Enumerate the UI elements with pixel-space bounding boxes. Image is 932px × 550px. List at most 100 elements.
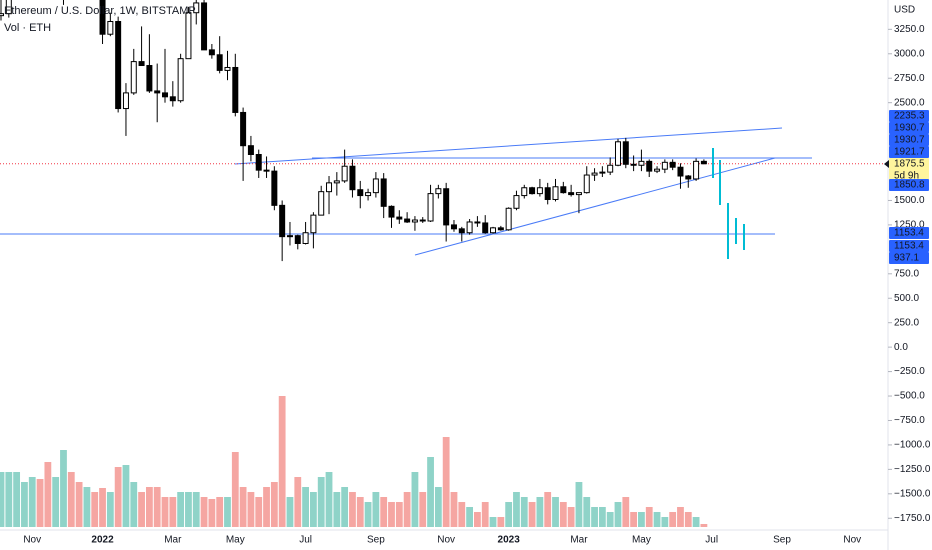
chart-title: Ethereum / U.S. Dollar, 1W, BITSTAMP: [4, 5, 196, 17]
volume-bar: [294, 477, 302, 527]
series: [0, 0, 888, 527]
candle-body: [630, 163, 637, 166]
price-badge: [889, 252, 929, 264]
volume-bar: [60, 450, 67, 527]
volume-bar: [67, 472, 75, 527]
x-tick-label: 2023: [498, 535, 521, 546]
volume-bar: [669, 512, 677, 527]
candle-body: [138, 61, 145, 67]
candle-body: [294, 235, 301, 244]
candle-body: [326, 182, 333, 193]
y-tick-label: 0.0: [894, 342, 908, 353]
price-badge: [889, 110, 929, 122]
volume-bar: [278, 396, 286, 527]
volume-bar: [145, 487, 153, 527]
candle-body: [380, 178, 387, 207]
volume-bar: [255, 497, 263, 527]
candle-body: [279, 204, 286, 238]
candle-body: [599, 171, 606, 174]
volume-bar: [411, 472, 419, 527]
candle-body: [677, 166, 684, 177]
volume-bar: [528, 502, 536, 527]
volume-bar: [286, 497, 294, 527]
candle-body: [318, 191, 325, 216]
y-tick-label: −1500.0: [894, 488, 931, 499]
volume-bar: [310, 492, 317, 527]
y-tick-label: 2500.0: [894, 97, 925, 108]
candle-body: [638, 160, 645, 166]
candle-body: [505, 207, 512, 231]
volume-bar: [419, 492, 427, 527]
volume-bar: [598, 507, 606, 527]
price-badge: [889, 227, 929, 239]
x-tick-label: May: [226, 535, 245, 546]
price-badge-label: 1930.7: [894, 135, 925, 146]
candle-body: [450, 224, 457, 230]
candle-body: [685, 175, 692, 180]
price-badge: [889, 158, 929, 182]
volume-bar: [450, 492, 458, 527]
candle-body: [333, 180, 340, 184]
candle-body: [591, 172, 598, 176]
candle-body: [208, 49, 215, 56]
volume-bar: [28, 477, 36, 527]
volume-bar: [700, 524, 708, 527]
y-tick-label: −250.0: [894, 366, 925, 377]
volume-bar: [442, 437, 450, 527]
volume-bar: [91, 492, 99, 527]
volume-bar: [559, 502, 567, 527]
volume-bar: [364, 502, 372, 527]
volume-bar: [114, 467, 122, 527]
candle-body: [162, 92, 169, 98]
volume-bar: [520, 497, 528, 527]
x-tick-label: Nov: [437, 535, 455, 546]
candle-body: [0, 13, 4, 17]
y-tick-label: 250.0: [894, 317, 919, 328]
volume-bar: [106, 492, 114, 527]
candle-body: [575, 192, 582, 196]
candle-body: [490, 227, 497, 234]
volume-bar: [677, 507, 684, 527]
candle-body: [365, 192, 372, 197]
volume-bar: [224, 497, 231, 527]
volume-bar: [333, 492, 341, 527]
candle-body: [544, 187, 551, 200]
x-tick-label: Mar: [164, 535, 182, 546]
lower-trendline: [414, 157, 776, 256]
candle-body: [661, 161, 668, 170]
volume-bar: [567, 507, 575, 527]
x-tick-label: 2022: [91, 535, 114, 546]
candle-body: [224, 66, 231, 71]
volume-bar: [575, 482, 583, 527]
candle-body: [646, 160, 653, 172]
candle-body: [388, 205, 395, 218]
candle-body: [247, 145, 254, 156]
volume-bar: [497, 517, 505, 527]
volume-bar: [583, 497, 591, 527]
volume-bar: [153, 487, 161, 527]
y-tick-label: 1500.0: [894, 195, 925, 206]
candle-body: [529, 187, 536, 195]
y-tick-label: 2750.0: [894, 73, 925, 84]
price-badge-label: 937.1: [894, 253, 919, 264]
candle-body: [396, 216, 403, 220]
volume-bar: [614, 502, 622, 527]
y-tick-label: −500.0: [894, 391, 925, 402]
x-tick-label: Nov: [23, 535, 41, 546]
y-tick-label: −750.0: [894, 415, 925, 426]
volume-bar: [5, 472, 13, 527]
volume-bar: [263, 487, 270, 527]
volume-bar: [489, 517, 497, 527]
volume-bar: [161, 497, 169, 527]
volume-bar: [185, 492, 192, 527]
candle-body: [216, 54, 223, 71]
candle-body: [122, 92, 129, 110]
price-badge-label: 2235.3: [894, 111, 925, 122]
volume-bar: [130, 482, 138, 527]
volume-bar: [536, 497, 544, 527]
candle-body: [286, 235, 293, 238]
candle-body: [232, 66, 239, 113]
x-tick-label: Nov: [843, 535, 861, 546]
price-badge: [889, 146, 929, 158]
